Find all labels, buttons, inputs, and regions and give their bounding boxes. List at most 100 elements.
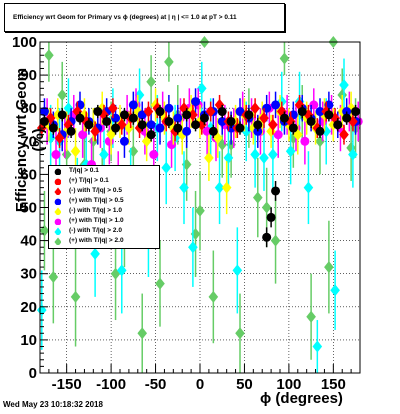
- legend-marker-shape: [54, 187, 61, 195]
- legend-marker: [54, 168, 61, 175]
- data-point: [205, 105, 216, 118]
- legend-label: (+) with T/|q| > 2.0: [69, 237, 124, 244]
- y-tick-label: 90: [20, 67, 37, 84]
- data-point: [324, 110, 334, 120]
- data-point: [70, 290, 81, 303]
- data-point: [235, 327, 245, 340]
- data-point: [351, 107, 361, 117]
- x-tick-label: -100: [96, 376, 126, 393]
- data-point: [90, 125, 100, 138]
- data-point: [48, 123, 58, 133]
- legend-label: (-) with T/|q| > 0.5: [69, 187, 122, 194]
- data-point: [306, 310, 316, 323]
- data-point: [146, 130, 156, 140]
- data-point: [339, 79, 349, 92]
- legend-marker-shape: [54, 237, 61, 245]
- data-point: [208, 126, 218, 136]
- data-point: [137, 120, 147, 130]
- data-point: [143, 105, 154, 118]
- data-point: [266, 212, 276, 222]
- data-point: [214, 181, 225, 194]
- data-point: [66, 126, 76, 136]
- x-tick-label: -50: [145, 376, 167, 393]
- legend-marker-shape: [54, 207, 61, 215]
- data-point: [128, 100, 138, 110]
- data-point: [252, 191, 263, 204]
- data-point: [235, 123, 245, 133]
- data-point: [268, 118, 278, 131]
- data-point: [188, 241, 198, 254]
- data-point: [99, 148, 109, 161]
- x-tick-label: 0: [196, 376, 204, 393]
- data-point: [300, 136, 310, 146]
- data-point: [196, 82, 207, 95]
- data-point: [195, 204, 205, 217]
- legend-entry: (+) with T/|q| > 0.5: [49, 196, 159, 206]
- data-point: [330, 284, 340, 297]
- data-point: [119, 110, 129, 120]
- legend-label: (-) with T/|q| > 1.0: [69, 207, 122, 214]
- y-tick-label: 30: [20, 266, 37, 283]
- data-point: [248, 122, 259, 135]
- data-point: [279, 52, 290, 65]
- data-point: [271, 100, 281, 110]
- data-point: [202, 126, 212, 136]
- data-point: [271, 186, 281, 196]
- chart-title: Efficiency wrt Geom for Primary vs ϕ (de…: [13, 14, 237, 21]
- data-point: [149, 150, 159, 160]
- x-tick-label: 50: [236, 376, 253, 393]
- data-point: [273, 130, 283, 140]
- data-point: [262, 232, 272, 242]
- data-point: [164, 55, 174, 68]
- legend-entry: (+) T/|q| > 0.1: [49, 176, 159, 186]
- legend-marker: [54, 227, 61, 235]
- data-point: [155, 277, 165, 290]
- data-point: [297, 107, 307, 117]
- data-point: [217, 116, 227, 126]
- data-point: [134, 88, 145, 101]
- data-point: [223, 151, 234, 164]
- data-point: [188, 108, 198, 121]
- x-tick-label: 150: [321, 376, 346, 393]
- y-tick-label: 10: [20, 332, 37, 349]
- data-point: [244, 110, 254, 120]
- data-point: [276, 105, 287, 118]
- data-point: [259, 151, 269, 164]
- data-point: [116, 264, 127, 277]
- data-point: [261, 201, 272, 214]
- data-point: [315, 126, 325, 136]
- data-point: [208, 290, 219, 303]
- data-point: [173, 123, 183, 133]
- data-point: [179, 181, 189, 194]
- data-point: [119, 136, 129, 146]
- legend-entry: (+) with T/|q| > 2.0: [49, 236, 159, 246]
- legend-marker-shape: [54, 168, 61, 175]
- data-point: [268, 148, 278, 161]
- legend-marker: [54, 237, 61, 245]
- data-point: [61, 148, 72, 161]
- legend-label: (+) with T/|q| > 0.5: [69, 197, 124, 204]
- data-point: [226, 116, 236, 126]
- data-point: [70, 145, 81, 158]
- data-point: [333, 120, 343, 130]
- data-point: [102, 116, 112, 126]
- data-point: [155, 123, 165, 133]
- data-point: [39, 107, 49, 117]
- timestamp: Wed May 23 10:18:32 2018: [3, 400, 103, 409]
- x-tick-label: 100: [276, 376, 301, 393]
- data-point: [288, 123, 298, 133]
- data-point: [339, 128, 349, 141]
- data-point: [241, 125, 252, 138]
- data-point: [221, 181, 232, 194]
- legend-label: (+) T/|q| > 0.1: [69, 177, 109, 184]
- y-tick-label: 80: [20, 100, 37, 117]
- data-point: [84, 120, 94, 130]
- data-point: [108, 102, 118, 115]
- x-axis-label: ϕ (degrees): [260, 390, 343, 407]
- legend-marker-shape: [54, 218, 61, 225]
- legend-entry: (-) with T/|q| > 0.5: [49, 186, 159, 196]
- data-point: [199, 113, 209, 123]
- data-point: [128, 113, 138, 123]
- data-point: [48, 271, 59, 284]
- legend-entry: T/|q| > 0.1: [49, 166, 159, 176]
